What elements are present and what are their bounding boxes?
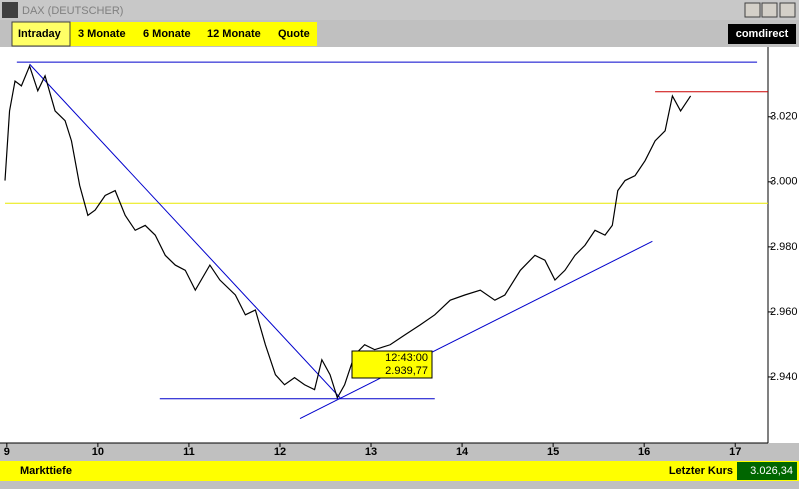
tooltip: [351, 350, 433, 379]
trend-line: [29, 63, 341, 399]
x-tick-label: 16: [638, 446, 650, 458]
x-tick-label: 12: [274, 446, 286, 458]
x-tick-label: 15: [547, 446, 559, 458]
last-price-box: [737, 462, 797, 480]
app-icon: [2, 2, 18, 18]
plot-area: [0, 47, 768, 443]
footer-bar: [0, 461, 799, 481]
x-tick-label: 13: [365, 446, 377, 458]
last-price: 3.026,34: [750, 465, 793, 477]
logo: comdirect: [736, 28, 789, 40]
tab[interactable]: 12 Monate: [207, 28, 261, 40]
tab[interactable]: 3 Monate: [78, 28, 126, 40]
active-tab: [11, 21, 71, 47]
y-axis-area: [768, 47, 799, 443]
x-tick-label: 14: [456, 446, 469, 458]
footer-left[interactable]: Markttiefe: [20, 465, 72, 477]
title-bar: [0, 0, 799, 20]
maximize-button[interactable]: [761, 2, 778, 18]
y-tick-label: 2.960: [770, 306, 798, 318]
tab[interactable]: Quote: [278, 28, 310, 40]
tooltip-time: 12:43:00: [385, 352, 428, 364]
tooltip-price: 2.939,77: [385, 365, 428, 377]
y-tick-label: 3.020: [770, 111, 798, 123]
x-tick-label: 10: [92, 446, 104, 458]
price-line: [4, 64, 692, 400]
x-tick-label: 17: [729, 446, 741, 458]
x-tick-label: 11: [183, 446, 195, 458]
y-tick-label: 3.000: [770, 176, 798, 188]
tab[interactable]: Intraday: [18, 28, 62, 40]
close-button[interactable]: [779, 2, 796, 18]
tab[interactable]: 6 Monate: [143, 28, 191, 40]
window-title: DAX (DEUTSCHER): [22, 5, 123, 17]
x-tick-label: 9: [4, 446, 10, 458]
y-tick-label: 2.940: [770, 371, 798, 383]
trend-line: [299, 240, 653, 420]
y-tick-label: 2.980: [770, 241, 798, 253]
minimize-button[interactable]: [744, 2, 761, 18]
last-price-label: Letzter Kurs: [669, 465, 733, 477]
logo-box: [728, 24, 796, 44]
